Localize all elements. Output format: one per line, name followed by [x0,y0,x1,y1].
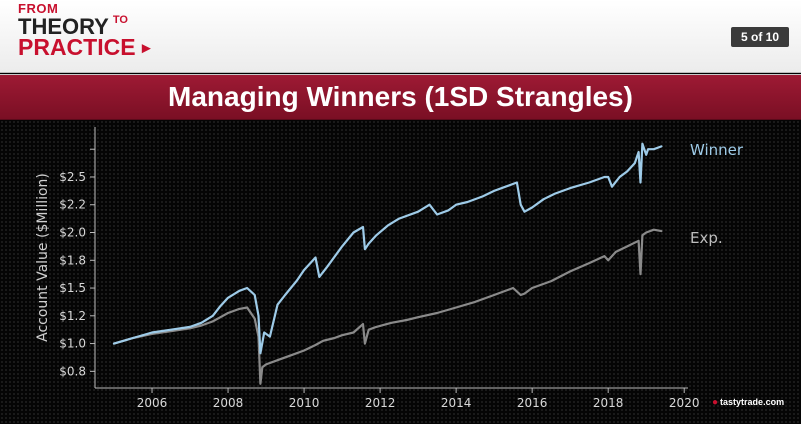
y-tick-label: $2.0 [59,226,86,240]
y-tick-label: $1.8 [59,253,86,267]
header-bar: FROM THEORY TO PRACTICE ▶ 5 of 10 [0,0,801,73]
y-tick-label: $1.5 [59,281,86,295]
series-label-winner: Winner [690,141,744,159]
x-tick-label: 2016 [517,396,548,410]
title-bar: Managing Winners (1SD Strangles) [0,74,801,120]
y-axis-label: Account Value ($Million) [35,173,51,342]
from-theory-to-practice-logo: FROM THEORY TO PRACTICE ▶ [18,2,150,59]
x-tick-label: 2010 [289,396,320,410]
tastytrade-brand: ● tastytrade.com [712,397,784,408]
x-tick-label: 2012 [365,396,396,410]
y-tick-label: $2.2 [59,198,86,212]
x-tick-label: 2018 [593,396,624,410]
y-tick-label: $1.2 [59,309,86,323]
x-tick-label: 2008 [213,396,244,410]
x-tick-label: 2006 [137,396,168,410]
y-tick-label: $2.5 [59,170,86,184]
logo-theory-text: THEORY [18,14,109,39]
logo-from-text: FROM [18,1,59,16]
page-indicator-badge: 5 of 10 [731,27,789,47]
series-group [112,142,663,385]
series-label-exp: Exp. [690,229,723,247]
brand-text: tastytrade.com [720,397,785,407]
play-arrow-icon: ▶ [141,42,151,55]
logo-to-text: TO [112,14,128,26]
y-tick-label: $1.0 [59,337,86,351]
x-axis-ticks: 2006 2008 2010 2012 2014 2016 2018 2020 [137,388,700,410]
slide-title: Managing Winners (1SD Strangles) [168,81,633,112]
series-line-winner [112,142,663,355]
chart-background [0,120,801,424]
y-tick-label: $0.8 [59,364,86,378]
logo-practice-label: PRACTICE [18,34,136,60]
x-tick-label: 2020 [669,396,700,410]
y-axis-ticks: $0.8 $1.0 $1.2 $1.5 $1.8 $2.0 $2.2 $2.5 [59,148,95,378]
logo-practice-text: PRACTICE ▶ [18,36,150,59]
series-line-exp [112,228,663,385]
x-tick-label: 2014 [441,396,472,410]
cherry-icon: ● [712,397,719,408]
